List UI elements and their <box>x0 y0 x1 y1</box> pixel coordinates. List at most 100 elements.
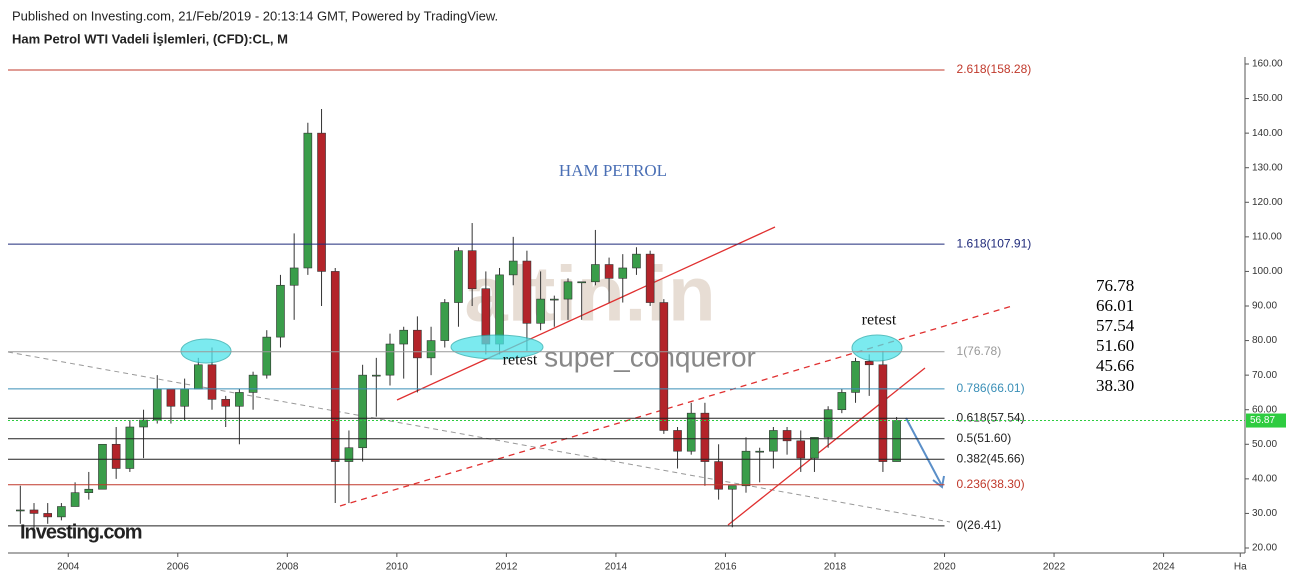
candle-body <box>618 267 628 279</box>
candle-body <box>632 253 641 269</box>
candle-body <box>16 509 25 512</box>
candle-body <box>454 250 463 303</box>
candle-body <box>769 430 778 452</box>
candle-body <box>659 302 669 431</box>
candle-body <box>851 361 860 393</box>
candle-body <box>591 264 600 283</box>
candle-body <box>440 302 450 341</box>
candle-body <box>700 412 710 462</box>
candle-body <box>413 329 422 359</box>
candle-body <box>796 440 806 459</box>
candle-body <box>714 461 723 490</box>
published: Published on Investing.com, 21/Feb/2019 … <box>12 8 498 23</box>
trend-line <box>7 351 951 523</box>
candle-body <box>57 506 66 518</box>
y-tick-label: 80.00 <box>1252 335 1277 346</box>
candle-body <box>577 281 586 284</box>
candle-body <box>892 420 901 462</box>
x-tick-label: 2010 <box>386 562 409 573</box>
fib-label: 1.618(107.91) <box>957 236 1032 250</box>
x-tick-label: 2008 <box>276 562 299 573</box>
annotation: retest <box>503 352 538 369</box>
fib-label: 0.5(51.60) <box>957 431 1012 445</box>
candle-body <box>864 361 874 366</box>
arrow-head <box>932 475 945 489</box>
drawings <box>7 226 1013 526</box>
y-tick-label: 20.00 <box>1252 543 1277 554</box>
y-tick-label: 90.00 <box>1252 301 1277 312</box>
candle-body <box>344 447 354 462</box>
candle-body <box>358 374 367 449</box>
candle-body <box>522 260 532 324</box>
ellipse <box>450 334 544 360</box>
symbol: Ham Petrol WTI Vadeli İşlemleri, (CFD):C… <box>12 31 288 46</box>
candle-body <box>139 419 148 428</box>
candle-body <box>248 374 258 393</box>
y-tick-label: 110.00 <box>1252 231 1282 242</box>
x-tick-label: 2004 <box>57 562 80 573</box>
last-price-label: 56.87 <box>1250 415 1275 426</box>
x-tick-label: 2006 <box>167 562 190 573</box>
candle-body <box>823 409 833 438</box>
trend-line <box>396 226 776 401</box>
candle-body <box>508 260 518 276</box>
fib-label: 2.618(158.28) <box>957 62 1032 76</box>
level-list-item: 45.66 <box>1096 356 1134 375</box>
candle-body <box>686 412 696 452</box>
candle-body <box>782 430 792 442</box>
candle-body <box>235 392 244 407</box>
x-tick-label: 2012 <box>495 562 518 573</box>
candle-body <box>810 437 819 459</box>
candle-body <box>70 492 80 507</box>
candle-body <box>111 443 121 469</box>
candle-body <box>467 250 477 290</box>
candle-body <box>166 388 176 407</box>
x-tick-label: 2024 <box>1152 562 1175 573</box>
arrow <box>905 417 942 485</box>
level-list-item: 76.78 <box>1096 276 1134 295</box>
candle-body <box>330 271 340 462</box>
candle-body <box>550 298 559 301</box>
candle-body <box>262 336 272 376</box>
y-tick-label: 60.00 <box>1252 404 1277 415</box>
candle-body <box>673 430 682 452</box>
candle-body <box>194 364 203 390</box>
fib-label: 0.382(45.66) <box>957 451 1025 465</box>
candle-body <box>495 274 504 345</box>
candle-body <box>180 388 189 407</box>
candle-body <box>43 513 53 518</box>
x-tick-label: 2018 <box>824 562 847 573</box>
candle-body <box>372 374 381 377</box>
candle-body <box>755 450 764 453</box>
candle-body <box>399 329 408 345</box>
ellipse <box>851 334 903 362</box>
x-tick-label: 2020 <box>933 562 956 573</box>
candle-body <box>645 253 655 303</box>
chart-title: HAM PETROL <box>559 161 667 180</box>
candle-body <box>878 364 888 462</box>
x-tick-label: 2022 <box>1043 562 1066 573</box>
candle-body <box>207 364 217 400</box>
y-tick-label: 140.00 <box>1252 128 1283 139</box>
level-list-item: 51.60 <box>1096 336 1134 355</box>
y-tick-label: 30.00 <box>1252 508 1277 519</box>
fib-label: 0.618(57.54) <box>957 410 1025 424</box>
y-tick-label: 40.00 <box>1252 473 1277 484</box>
trend-line <box>339 305 1013 507</box>
last-price-tag <box>1246 413 1286 428</box>
x-tick-label: 2016 <box>714 562 737 573</box>
candle-body <box>221 399 230 407</box>
watermark: super_conqueror <box>544 341 756 372</box>
x-tick-label: Ha <box>1234 562 1247 573</box>
candle-body <box>303 132 313 269</box>
annotation: retest <box>862 312 897 329</box>
level-list-item: 57.54 <box>1096 316 1135 335</box>
candle-body <box>727 485 737 490</box>
y-tick-label: 120.00 <box>1252 197 1283 208</box>
candle-body <box>289 267 299 286</box>
fib-label: 0.236(38.30) <box>957 477 1025 491</box>
y-tick-label: 50.00 <box>1252 439 1277 450</box>
candle-body <box>276 284 285 338</box>
candle-body <box>317 132 326 272</box>
